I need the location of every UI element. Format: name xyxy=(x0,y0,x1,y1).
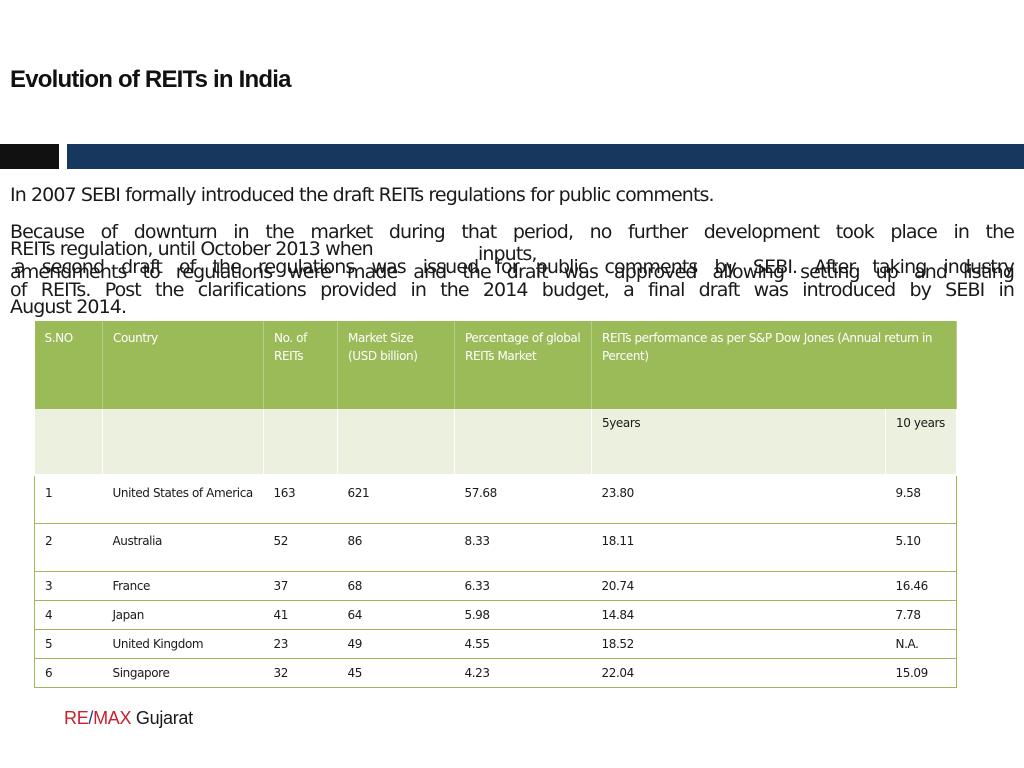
cell-market-size: 64 xyxy=(337,600,455,630)
cell-num-reits: 32 xyxy=(263,658,338,688)
cell-five-years: 18.52 xyxy=(591,629,886,659)
cell-country: United Kingdom xyxy=(102,629,264,659)
brand-city: Gujarat xyxy=(131,708,193,728)
cell-pct-global: 8.33 xyxy=(454,523,592,572)
cell-ten-years: 5.10 xyxy=(885,523,957,572)
header-market-size: Market Size (USD billion) xyxy=(337,321,455,409)
cell-five-years: 14.84 xyxy=(591,600,886,630)
cell-ten-years: 16.46 xyxy=(885,571,957,601)
table-row: 1 United States of America 163 621 57.68… xyxy=(34,475,957,524)
cell-country: United States of America xyxy=(102,475,264,524)
cell-five-years: 20.74 xyxy=(591,571,886,601)
subheader-empty xyxy=(102,409,264,476)
cell-five-years: 18.11 xyxy=(591,523,886,572)
cell-pct-global: 4.23 xyxy=(454,658,592,688)
cell-num-reits: 52 xyxy=(263,523,338,572)
table-subheader-row: 5years 10 years xyxy=(34,409,957,476)
cell-five-years: 22.04 xyxy=(591,658,886,688)
remax-gujarat-logo-text: RE/MAX Gujarat xyxy=(64,708,193,729)
title-divider-navy-bar xyxy=(67,144,1024,169)
cell-market-size: 86 xyxy=(337,523,455,572)
cell-ten-years: 9.58 xyxy=(885,475,957,524)
paragraph-downturn-line-2: REITs regulation, until October 2013 whe… xyxy=(10,238,374,260)
table-row: 2 Australia 52 86 8.33 18.11 5.10 xyxy=(34,523,957,572)
cell-pct-global: 57.68 xyxy=(454,475,592,524)
header-performance: REITs performance as per S&P Dow Jones (… xyxy=(591,321,957,409)
cell-market-size: 49 xyxy=(337,629,455,659)
subheader-empty xyxy=(263,409,338,476)
header-country: Country xyxy=(102,321,264,409)
header-sno: S.NO xyxy=(34,321,103,409)
paragraph-downturn-line-3: a second draft of the regulations was is… xyxy=(14,256,1015,278)
cell-ten-years: 7.78 xyxy=(885,600,957,630)
brand-re: RE xyxy=(64,708,89,728)
paragraph-amendments-line-1: amendments to regulations were made and … xyxy=(10,261,1015,283)
reits-comparison-table: S.NO Country No. of REITs Market Size (U… xyxy=(34,321,957,688)
subheader-empty xyxy=(454,409,592,476)
cell-country: Australia xyxy=(102,523,264,572)
cell-num-reits: 37 xyxy=(263,571,338,601)
cell-sno: 3 xyxy=(34,571,103,601)
paragraph-downturn-line-4: inputs, xyxy=(478,243,537,265)
cell-market-size: 45 xyxy=(337,658,455,688)
cell-ten-years: 15.09 xyxy=(885,658,957,688)
cell-market-size: 621 xyxy=(337,475,455,524)
brand-slash: / xyxy=(88,708,94,728)
cell-sno: 2 xyxy=(34,523,103,572)
subheader-empty xyxy=(337,409,455,476)
subheader-empty xyxy=(34,409,103,476)
cell-country: Singapore xyxy=(102,658,264,688)
table-row: 6 Singapore 32 45 4.23 22.04 15.09 xyxy=(34,658,957,688)
cell-num-reits: 163 xyxy=(263,475,338,524)
subheader-ten-years: 10 years xyxy=(885,409,957,476)
cell-sno: 4 xyxy=(34,600,103,630)
paragraph-sebi-2007: In 2007 SEBI formally introduced the dra… xyxy=(10,184,715,206)
slide-title: Evolution of REITs in India xyxy=(10,66,291,93)
cell-sno: 1 xyxy=(34,475,103,524)
table-row: 5 United Kingdom 23 49 4.55 18.52 N.A. xyxy=(34,629,957,659)
table-row: 4 Japan 41 64 5.98 14.84 7.78 xyxy=(34,600,957,630)
header-num-reits: No. of REITs xyxy=(263,321,338,409)
cell-sno: 5 xyxy=(34,629,103,659)
cell-pct-global: 6.33 xyxy=(454,571,592,601)
table-row: 3 France 37 68 6.33 20.74 16.46 xyxy=(34,571,957,601)
cell-five-years: 23.80 xyxy=(591,475,886,524)
table-header-row: S.NO Country No. of REITs Market Size (U… xyxy=(34,321,957,409)
paragraph-amendments-line-3: August 2014. xyxy=(10,296,127,318)
cell-num-reits: 41 xyxy=(263,600,338,630)
cell-market-size: 68 xyxy=(337,571,455,601)
subheader-five-years: 5years xyxy=(591,409,886,476)
cell-ten-years: N.A. xyxy=(885,629,957,659)
cell-sno: 6 xyxy=(34,658,103,688)
cell-country: France xyxy=(102,571,264,601)
paragraph-downturn-line-1: Because of downturn in the market during… xyxy=(10,221,1015,243)
cell-country: Japan xyxy=(102,600,264,630)
cell-num-reits: 23 xyxy=(263,629,338,659)
brand-max: MAX xyxy=(93,708,132,728)
cell-pct-global: 5.98 xyxy=(454,600,592,630)
header-pct-global: Percentage of global REITs Market xyxy=(454,321,592,409)
cell-pct-global: 4.55 xyxy=(454,629,592,659)
paragraph-amendments-line-2: of REITs. Post the clarifications provid… xyxy=(10,279,1015,301)
title-divider-black-bar xyxy=(0,144,59,169)
